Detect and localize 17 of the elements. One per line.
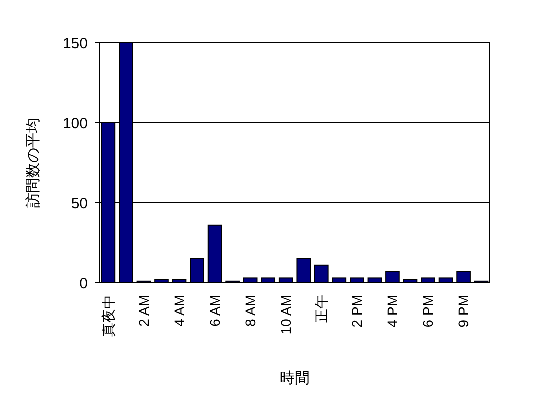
x-tick-label: 2 PM <box>349 295 366 328</box>
x-tick-label: 6 AM <box>206 295 223 327</box>
x-tick-label: 2 AM <box>136 295 152 327</box>
y-tick-label: 0 <box>80 275 88 292</box>
x-tick-label: 真夜中 <box>100 295 116 337</box>
y-tick-label: 150 <box>62 35 88 52</box>
x-tick-label: 10 AM <box>278 295 294 335</box>
x-axis-title: 時間 <box>280 370 310 387</box>
x-tick-label: 6 PM <box>420 295 436 328</box>
x-tick-label: 4 AM <box>171 295 188 327</box>
x-tick-label: 8 AM <box>242 295 258 327</box>
x-tick-label: 4 PM <box>384 295 401 328</box>
y-axis-title: 訪問数の平均 <box>25 118 42 208</box>
y-tick-label: 50 <box>71 195 88 212</box>
x-tick-label: 正午 <box>314 295 330 323</box>
x-tick-label: 9 PM <box>456 295 472 328</box>
y-tick-label: 100 <box>62 115 88 132</box>
